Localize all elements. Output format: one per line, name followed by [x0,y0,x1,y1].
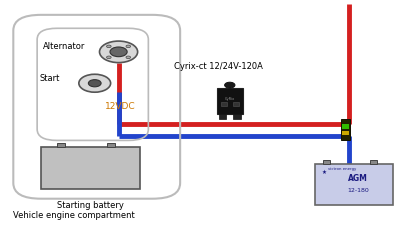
Bar [221,102,227,106]
Circle shape [88,80,101,87]
Bar [57,143,65,147]
Circle shape [79,74,111,92]
Bar [323,160,330,164]
Text: Starting battery: Starting battery [57,201,124,210]
Bar [219,114,226,119]
Circle shape [110,47,127,57]
Bar [217,88,243,114]
Text: Start: Start [39,74,60,83]
Bar [232,102,239,106]
Text: 12VDC: 12VDC [105,102,135,111]
Text: Alternator: Alternator [43,42,86,51]
Bar [234,114,240,119]
Text: AGM: AGM [348,174,368,183]
Text: victron energy: victron energy [328,167,356,171]
Bar [315,164,393,205]
Bar [370,160,377,164]
Text: Cyrix-ct 12/24V-120A: Cyrix-ct 12/24V-120A [174,62,263,71]
Bar [342,124,348,129]
Circle shape [106,56,111,59]
Circle shape [100,41,138,63]
Bar [341,119,350,141]
Text: 12-180: 12-180 [347,188,369,193]
Circle shape [225,82,235,88]
Bar [41,147,140,189]
Text: CyRix: CyRix [225,97,235,101]
Bar [342,131,348,135]
Text: ★: ★ [322,170,327,175]
Circle shape [126,56,130,59]
Circle shape [126,45,130,48]
Bar [107,143,114,147]
Circle shape [106,45,111,48]
Text: Vehicle engine compartment: Vehicle engine compartment [13,211,135,220]
